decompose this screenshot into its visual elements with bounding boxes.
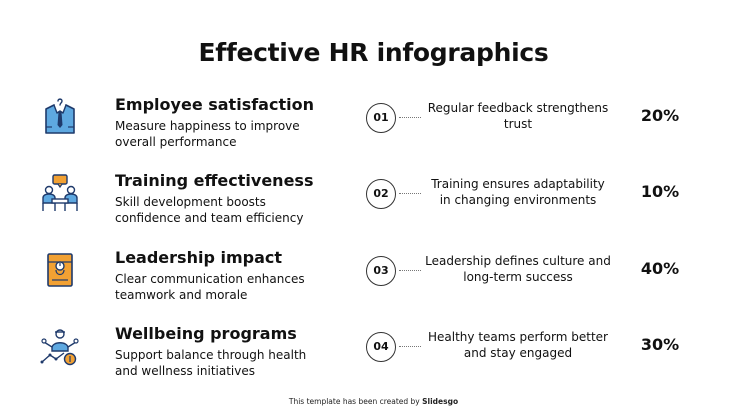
step-number-badge: 02 bbox=[366, 179, 396, 209]
list-item: Wellbeing programs Support balance throu… bbox=[0, 324, 747, 394]
item-title: Leadership impact bbox=[115, 248, 282, 267]
step-number-badge: 04 bbox=[366, 332, 396, 362]
list-item: Employee satisfaction Measure happiness … bbox=[0, 95, 747, 165]
item-title: Wellbeing programs bbox=[115, 324, 297, 343]
item-percent: 30% bbox=[640, 335, 680, 354]
list-item: Leadership impact Clear communication en… bbox=[0, 248, 747, 318]
item-statement: Leadership defines culture and long-term… bbox=[425, 254, 611, 284]
item-description: Support balance through health and welln… bbox=[115, 348, 307, 378]
item-percent: 10% bbox=[640, 182, 680, 201]
dotted-connector bbox=[399, 270, 421, 271]
item-percent: 40% bbox=[640, 259, 680, 278]
item-statement: Training ensures adaptability in changin… bbox=[431, 177, 605, 207]
item-description: Measure happiness to improve overall per… bbox=[115, 119, 300, 149]
footer-prefix: This template has been created by bbox=[288, 397, 423, 406]
list-item: Training effectiveness Skill development… bbox=[0, 171, 747, 241]
item-title: Employee satisfaction bbox=[115, 95, 314, 114]
item-description: Skill development boosts confidence and … bbox=[115, 195, 304, 225]
item-statement: Regular feedback strengthens trust bbox=[427, 101, 609, 131]
step-number-badge: 01 bbox=[366, 103, 396, 133]
footer-brand-link[interactable]: Slidesgo bbox=[422, 397, 459, 406]
network-person-icon bbox=[40, 326, 80, 366]
footer-credit: This template has been created by Slides… bbox=[0, 397, 747, 406]
item-statement: Healthy teams perform better and stay en… bbox=[428, 330, 608, 360]
item-description: Clear communication enhances teamwork an… bbox=[115, 272, 305, 302]
folder-icon bbox=[40, 250, 80, 290]
item-percent: 20% bbox=[640, 106, 680, 125]
dotted-connector bbox=[399, 193, 421, 194]
dotted-connector bbox=[399, 117, 421, 118]
item-title: Training effectiveness bbox=[115, 171, 314, 190]
team-meeting-icon bbox=[40, 173, 80, 213]
page-title: Effective HR infographics bbox=[198, 38, 549, 67]
shirt-tie-icon bbox=[40, 97, 80, 137]
dotted-connector bbox=[399, 346, 421, 347]
step-number-badge: 03 bbox=[366, 256, 396, 286]
